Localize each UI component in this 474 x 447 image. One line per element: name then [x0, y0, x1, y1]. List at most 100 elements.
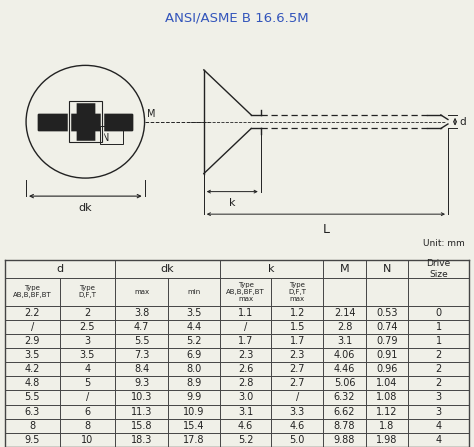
Text: 17.8: 17.8: [183, 435, 205, 445]
Text: 6.9: 6.9: [186, 350, 201, 360]
Text: 4.6: 4.6: [238, 421, 253, 431]
Text: 1.7: 1.7: [290, 336, 305, 346]
Text: 5.5: 5.5: [24, 392, 40, 402]
Text: 3.0: 3.0: [238, 392, 253, 402]
Text: L: L: [322, 223, 329, 236]
Text: 1.98: 1.98: [376, 435, 398, 445]
Text: /: /: [86, 392, 89, 402]
Text: 6.62: 6.62: [334, 407, 356, 417]
Bar: [38, 114, 132, 130]
Text: 9.9: 9.9: [186, 392, 201, 402]
Text: 5.2: 5.2: [238, 435, 253, 445]
Bar: [69, 101, 102, 142]
Text: Drive
Size: Drive Size: [427, 259, 451, 279]
Text: 2.3: 2.3: [290, 350, 305, 360]
Text: 1.7: 1.7: [238, 336, 253, 346]
Text: 2.5: 2.5: [80, 322, 95, 332]
Text: 0.53: 0.53: [376, 308, 398, 318]
Text: /: /: [295, 392, 299, 402]
Text: 1: 1: [436, 322, 442, 332]
Text: 10: 10: [81, 435, 93, 445]
Text: 8.9: 8.9: [186, 378, 201, 388]
Text: 0: 0: [436, 308, 442, 318]
Text: 3.8: 3.8: [134, 308, 149, 318]
Text: 1: 1: [436, 336, 442, 346]
Text: 2: 2: [84, 308, 91, 318]
Text: 2.8: 2.8: [337, 322, 352, 332]
Text: 1.1: 1.1: [238, 308, 253, 318]
Text: 9.3: 9.3: [134, 378, 149, 388]
Text: 5.06: 5.06: [334, 378, 356, 388]
Text: 15.8: 15.8: [131, 421, 152, 431]
Text: N: N: [383, 264, 391, 274]
Text: 5.5: 5.5: [134, 336, 149, 346]
Text: 0.91: 0.91: [376, 350, 398, 360]
Text: 4: 4: [84, 364, 90, 374]
Text: 5: 5: [84, 378, 91, 388]
Text: 5.2: 5.2: [186, 336, 202, 346]
Text: 10.9: 10.9: [183, 407, 205, 417]
Text: 10.3: 10.3: [131, 392, 152, 402]
Text: 4.7: 4.7: [134, 322, 149, 332]
Text: 1.8: 1.8: [379, 421, 395, 431]
Text: 4.06: 4.06: [334, 350, 355, 360]
Text: 2.7: 2.7: [290, 364, 305, 374]
Bar: [77, 101, 94, 142]
Text: 2.8: 2.8: [238, 378, 253, 388]
Text: 5.0: 5.0: [290, 435, 305, 445]
Text: N: N: [102, 133, 109, 143]
Text: 1.12: 1.12: [376, 407, 398, 417]
Text: M: M: [147, 110, 155, 119]
Text: 3.5: 3.5: [80, 350, 95, 360]
Text: 1.2: 1.2: [290, 308, 305, 318]
Text: 2: 2: [436, 364, 442, 374]
Text: 1.5: 1.5: [290, 322, 305, 332]
Text: k: k: [268, 264, 274, 274]
Text: Type
AB,B,BF,BT
max: Type AB,B,BF,BT max: [226, 282, 265, 302]
Text: 1.04: 1.04: [376, 378, 398, 388]
Text: 1.08: 1.08: [376, 392, 398, 402]
Text: /: /: [30, 322, 34, 332]
Text: 2.6: 2.6: [238, 364, 253, 374]
Text: 9.88: 9.88: [334, 435, 355, 445]
Text: 4.8: 4.8: [25, 378, 40, 388]
Text: 7.3: 7.3: [134, 350, 149, 360]
Text: 2.3: 2.3: [238, 350, 253, 360]
Text: d: d: [56, 264, 64, 274]
Text: d: d: [460, 117, 466, 127]
Text: 6.3: 6.3: [25, 407, 40, 417]
Text: dk: dk: [79, 203, 92, 213]
Text: 8.0: 8.0: [186, 364, 201, 374]
Text: 4.6: 4.6: [290, 421, 305, 431]
Text: 2: 2: [436, 350, 442, 360]
Text: 3: 3: [436, 392, 442, 402]
Text: 4.4: 4.4: [186, 322, 201, 332]
Text: /: /: [244, 322, 247, 332]
Text: 8.78: 8.78: [334, 421, 356, 431]
Text: 6: 6: [84, 407, 90, 417]
Text: 9.5: 9.5: [25, 435, 40, 445]
Text: k: k: [229, 198, 236, 208]
Text: 0.74: 0.74: [376, 322, 398, 332]
Text: 0.96: 0.96: [376, 364, 398, 374]
Text: 2: 2: [436, 378, 442, 388]
Text: max: max: [134, 289, 149, 295]
Text: 2.2: 2.2: [24, 308, 40, 318]
Text: Unit: mm: Unit: mm: [423, 239, 465, 248]
Text: Type
D,F,T: Type D,F,T: [78, 285, 96, 298]
Text: 2.9: 2.9: [25, 336, 40, 346]
Bar: [100, 126, 123, 144]
Text: 4: 4: [436, 421, 442, 431]
Text: 4.2: 4.2: [25, 364, 40, 374]
Text: 8: 8: [29, 421, 35, 431]
Text: 3.1: 3.1: [337, 336, 352, 346]
Text: 2.14: 2.14: [334, 308, 356, 318]
Text: dk: dk: [161, 264, 174, 274]
Text: 3.5: 3.5: [25, 350, 40, 360]
Text: min: min: [187, 289, 201, 295]
Text: 3: 3: [436, 407, 442, 417]
Text: 18.3: 18.3: [131, 435, 152, 445]
Text: 0.79: 0.79: [376, 336, 398, 346]
Text: ANSI/ASME B 16.6.5M: ANSI/ASME B 16.6.5M: [165, 11, 309, 24]
Text: 4: 4: [436, 435, 442, 445]
